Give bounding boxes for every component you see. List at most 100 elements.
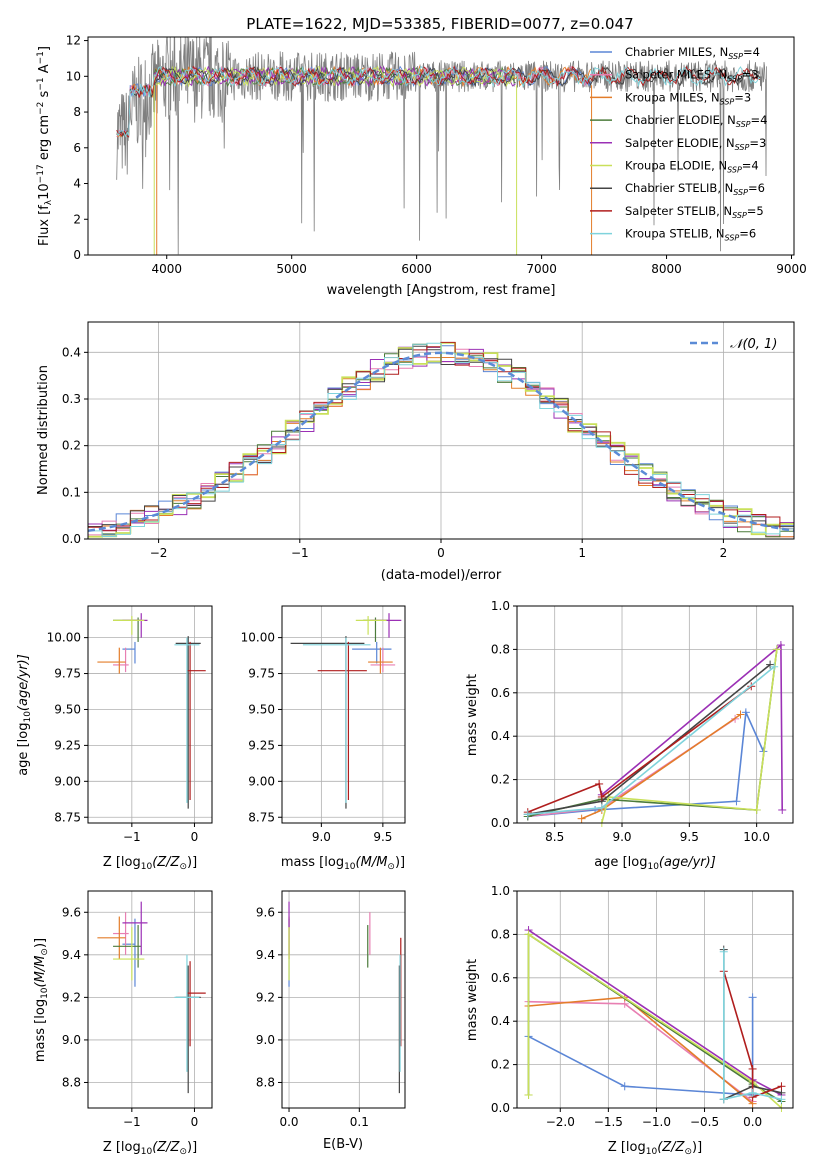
x-tick-label: 0 xyxy=(437,546,445,560)
x-tick-label: 6000 xyxy=(401,262,432,276)
y-tick-label: 0.3 xyxy=(62,392,81,406)
y-tick-label: 0.4 xyxy=(491,1014,510,1028)
x-tick-label: 9000 xyxy=(776,262,807,276)
spectrum-model-lines xyxy=(116,65,761,255)
errorbar-salpeter-miles xyxy=(113,912,129,955)
x-tick-label: 10.0 xyxy=(743,830,770,844)
histogram-kroupa-stelib xyxy=(88,342,794,537)
y-tick-label: 9.00 xyxy=(54,774,81,788)
x-tick-label: 8.5 xyxy=(545,830,564,844)
legend-entry: Salpeter MILES, NSSP=3 xyxy=(625,68,759,84)
y-tick-label: 9.50 xyxy=(248,702,275,716)
weight-marker xyxy=(777,1095,786,1104)
y-tick-label: 9.6 xyxy=(256,905,275,919)
age-vs-metallicity-ylabel: age [log10(age/yr)] xyxy=(16,654,33,776)
x-tick-label: −1 xyxy=(123,830,141,844)
weight-marker xyxy=(719,947,728,956)
weight-marker xyxy=(778,805,787,814)
y-tick-label: 8 xyxy=(73,105,81,119)
errorbar-salpeter-stelib xyxy=(186,961,206,1047)
weight-marker xyxy=(595,779,604,788)
x-tick-label: 0 xyxy=(191,1115,199,1129)
weight-marker xyxy=(748,993,757,1002)
y-tick-label: 10.00 xyxy=(47,631,81,645)
x-tick-label: 1 xyxy=(578,546,586,560)
y-tick-label: 0.6 xyxy=(491,971,510,985)
y-tick-label: 0.8 xyxy=(491,927,510,941)
weight-marker xyxy=(620,1082,629,1091)
weight-marker xyxy=(719,1095,728,1104)
y-tick-label: 9.6 xyxy=(62,905,81,919)
x-tick-label: 0.0 xyxy=(279,1115,298,1129)
y-tick-label: 0.4 xyxy=(491,729,510,743)
weight-marker xyxy=(577,814,586,823)
weight-marker xyxy=(736,710,745,719)
weight-marker xyxy=(524,930,533,939)
x-tick-label: −2.0 xyxy=(546,1115,575,1129)
legend-entry: Kroupa STELIB, NSSP=6 xyxy=(625,227,756,243)
y-tick-label: 9.2 xyxy=(62,990,81,1004)
x-tick-label: 9.5 xyxy=(680,830,699,844)
y-tick-label: 1.0 xyxy=(491,599,510,613)
x-tick-label: 4000 xyxy=(151,262,182,276)
histogram-chabrier-stelib xyxy=(88,345,794,529)
y-tick-label: 0.2 xyxy=(62,439,81,453)
age-vs-mass-xlabel: mass [log10(M/M⊙)] xyxy=(281,855,405,872)
weight-marker xyxy=(741,708,750,717)
age-vs-metallicity-xlabel: Z [log10(Z/Z⊙)] xyxy=(103,855,197,872)
weight-line-kroupa-stelib xyxy=(722,951,782,1101)
weight-line-kroupa-elodie xyxy=(527,932,783,1109)
errorbar-kroupa-miles xyxy=(97,647,126,674)
y-tick-label: 8.75 xyxy=(54,810,81,824)
errorbar-chabrier-miles xyxy=(352,641,392,664)
spectrum-panel: 4000 5000 6000 7000 8000 9000 0 2 4 6 8 10 12 wavele… xyxy=(36,34,807,298)
legend-entry: Kroupa MILES, NSSP=3 xyxy=(625,90,751,106)
y-tick-label: 8.75 xyxy=(248,810,275,824)
errorbar-kroupa-elodie xyxy=(355,616,387,635)
x-tick-label: 2 xyxy=(720,546,728,560)
mass-vs-metallicity-xlabel: Z [log10(Z/Z⊙)] xyxy=(103,1140,197,1157)
legend-entry: Salpeter STELIB, NSSP=5 xyxy=(625,204,764,220)
figure-title: PLATE=1622, MJD=53385, FIBERID=0077, z=0… xyxy=(246,15,633,33)
y-tick-label: 9.2 xyxy=(256,990,275,1004)
legend-entry: Chabrier STELIB, NSSP=6 xyxy=(625,181,765,197)
y-tick-label: 10.00 xyxy=(241,631,275,645)
weight-marker xyxy=(776,641,785,650)
errorbar-kroupa-stelib xyxy=(302,637,371,803)
weight-vs-age-panel: 8.5 9.0 9.5 10.0 0.0 0.2 0.4 0.6 0.8 1.0 age [log… xyxy=(465,599,794,872)
age-vs-mass-panel: 9.0 9.5 8.75 9.00 9.25 9.50 9.75 10.00 mass [lo… xyxy=(241,605,406,872)
legend-entry: Salpeter ELODIE, NSSP=3 xyxy=(625,136,766,152)
y-tick-label: 12 xyxy=(66,34,81,48)
errorbar-kroupa-elodie xyxy=(113,616,145,635)
y-tick-label: 9.4 xyxy=(62,948,81,962)
errorbar-kroupa-miles xyxy=(97,916,126,960)
spectrum-xlabel: wavelength [Angstrom, rest frame] xyxy=(327,283,556,298)
y-tick-label: 2 xyxy=(73,212,81,226)
x-tick-label: −0.5 xyxy=(690,1115,719,1129)
y-tick-label: 9.25 xyxy=(248,738,275,752)
y-tick-label: 1.0 xyxy=(491,884,510,898)
residual-xlabel: (data-model)/error xyxy=(381,568,502,583)
model-line-kroupa-stelib xyxy=(116,65,761,138)
weight-marker xyxy=(766,660,775,669)
errorbar-chabrier-stelib xyxy=(175,636,201,809)
y-tick-label: 9.25 xyxy=(54,738,81,752)
errorbar-kroupa-elodie xyxy=(113,927,145,981)
errorbar-chabrier-elodie xyxy=(113,925,142,968)
y-tick-label: 6 xyxy=(73,141,81,155)
x-tick-label: −1.5 xyxy=(594,1115,623,1129)
weight-vs-age-xlabel: age [log10(age/yr)] xyxy=(594,855,716,872)
x-tick-label: 0.0 xyxy=(743,1115,762,1129)
weight-vs-age-ylabel: mass weight xyxy=(465,674,480,756)
spectrum-ylabel: Flux [fλ10−17 erg cm−2 s−1 A−1] xyxy=(36,46,54,246)
errorbar-chabrier-miles xyxy=(122,641,136,664)
weight-line-chabrier-miles xyxy=(528,997,754,1096)
model-line-salpeter-stelib xyxy=(116,65,761,138)
weight-line-salpeter-stelib xyxy=(723,971,782,1099)
x-tick-label: 9.0 xyxy=(612,830,631,844)
y-tick-label: 0.2 xyxy=(491,1058,510,1072)
x-tick-label: 9.5 xyxy=(373,830,392,844)
weight-marker xyxy=(732,797,741,806)
weight-vs-metallicity-xlabel: Z [log10(Z/Z⊙)] xyxy=(608,1140,702,1157)
